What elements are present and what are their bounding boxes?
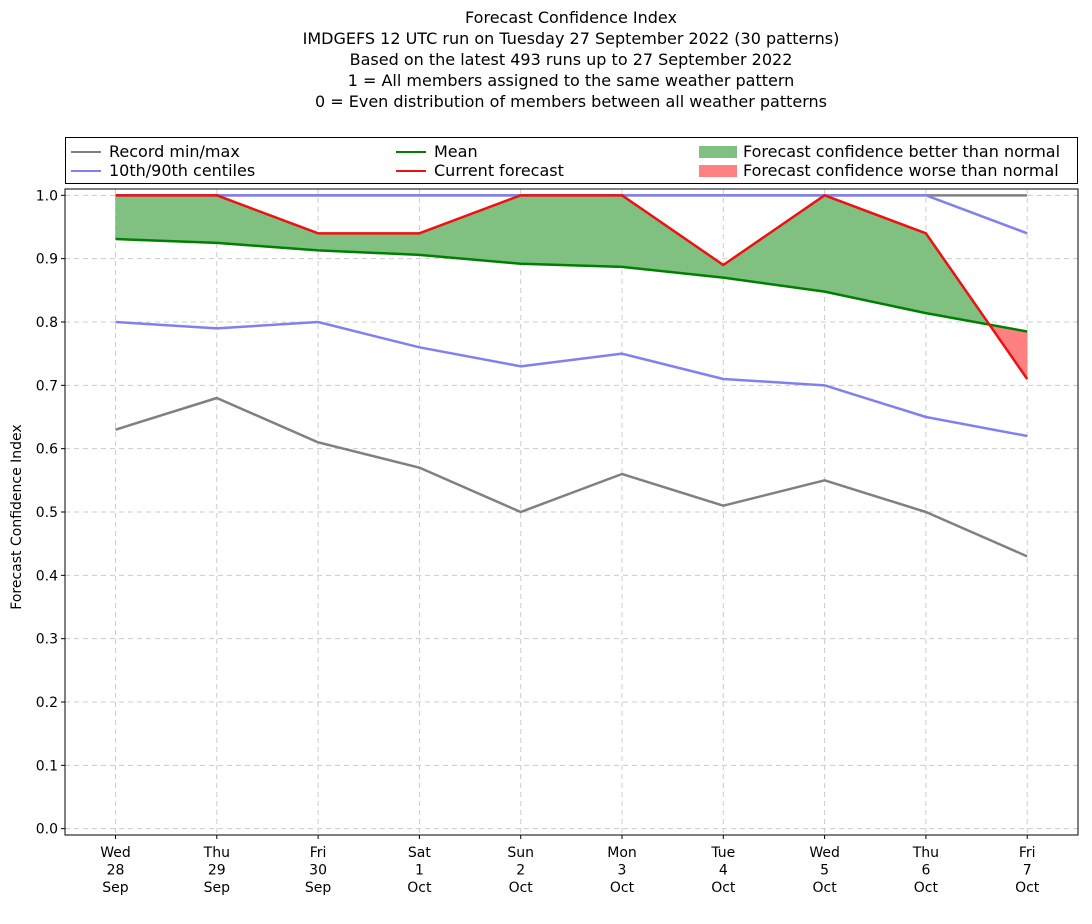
legend-label-centiles: 10th/90th centiles	[109, 161, 256, 180]
x-tick-label-4-0: Sun	[507, 845, 534, 861]
fill-better-5	[621, 194, 724, 278]
fill-better-3	[419, 194, 521, 265]
x-tick-label-2-1: 30	[309, 863, 327, 879]
x-tick-label-9-1: 7	[1023, 863, 1032, 879]
title-line-1: Forecast Confidence Index	[465, 8, 677, 27]
fill-better-1	[216, 194, 319, 251]
y-axis-title: Forecast Confidence Index	[9, 424, 25, 609]
x-tick-label-0-2: Sep	[102, 880, 129, 896]
x-tick-label-4-1: 2	[516, 863, 525, 879]
y-tick-label-4: 0.4	[36, 568, 58, 584]
x-tick-label-3-0: Sat	[408, 845, 431, 861]
x-tick-label-3-2: Oct	[407, 880, 432, 896]
x-tick-label-7-2: Oct	[812, 880, 837, 896]
x-tick-label-6-1: 4	[719, 863, 728, 879]
fill-better-4	[520, 195, 623, 268]
series-10th-centile	[115, 320, 1028, 438]
x-tick-label-2-2: Sep	[305, 880, 332, 896]
x-tick-label-4-2: Oct	[509, 880, 534, 896]
series-record-min	[115, 396, 1028, 558]
x-tick-label-6-2: Oct	[711, 880, 736, 896]
title-line-4: 1 = All members assigned to the same wea…	[347, 71, 795, 90]
legend-label-worse: Forecast confidence worse than normal	[743, 161, 1059, 180]
x-tick-label-8-2: Oct	[914, 880, 939, 896]
axes: 0.00.10.20.30.40.50.60.70.80.91.0Wed28Se…	[36, 188, 1079, 896]
legend-swatch-better	[699, 146, 737, 158]
x-tick-label-8-1: 6	[921, 863, 930, 879]
series-current-forecast	[115, 194, 1029, 380]
x-tick-label-5-0: Mon	[607, 845, 637, 861]
legend-label-record: Record min/max	[109, 142, 240, 161]
x-tick-label-9-0: Fri	[1019, 845, 1036, 861]
y-tick-label-7: 0.7	[36, 378, 58, 394]
x-tick-label-9-2: Oct	[1015, 880, 1040, 896]
chart-title: Forecast Confidence Index IMDGEFS 12 UTC…	[0, 7, 1092, 112]
legend-swatch-worse	[699, 165, 737, 177]
y-tick-label-0: 0.0	[36, 822, 58, 838]
x-tick-label-1-0: Thu	[203, 845, 230, 861]
y-tick-label-5: 0.5	[36, 505, 58, 521]
legend: Record min/max 10th/90th centiles Mean C…	[65, 137, 1078, 184]
y-tick-label-10: 1.0	[36, 188, 58, 204]
fill-better-0	[115, 195, 218, 244]
x-tick-label-2-0: Fri	[310, 845, 327, 861]
title-line-2: IMDGEFS 12 UTC run on Tuesday 27 Septemb…	[302, 29, 840, 48]
y-tick-label-2: 0.2	[36, 695, 58, 711]
y-tick-label-1: 0.1	[36, 758, 58, 774]
y-tick-label-8: 0.8	[36, 315, 58, 331]
x-tick-label-1-1: 29	[208, 863, 226, 879]
x-tick-label-6-0: Tue	[710, 845, 735, 861]
legend-swatch-mean	[396, 151, 426, 153]
x-tick-label-3-1: 1	[415, 863, 424, 879]
legend-swatch-current	[396, 170, 426, 172]
legend-label-better: Forecast confidence better than normal	[743, 142, 1061, 161]
title-line-5: 0 = Even distribution of members between…	[314, 92, 828, 111]
legend-label-mean: Mean	[434, 142, 478, 161]
legend-swatch-centiles	[71, 170, 101, 172]
x-tick-label-0-1: 28	[107, 863, 125, 879]
x-tick-label-7-1: 5	[820, 863, 829, 879]
y-tick-label-6: 0.6	[36, 442, 58, 458]
x-tick-label-7-0: Wed	[809, 845, 840, 861]
x-tick-label-5-1: 3	[618, 863, 627, 879]
x-tick-label-0-0: Wed	[100, 845, 131, 861]
y-tick-label-9: 0.9	[36, 252, 58, 268]
series-lines	[115, 194, 1029, 558]
title-line-3: Based on the latest 493 runs up to 27 Se…	[349, 50, 793, 69]
legend-label-current: Current forecast	[434, 161, 564, 180]
series-mean	[115, 237, 1028, 333]
fill-better-6	[723, 194, 825, 292]
y-tick-label-3: 0.3	[36, 632, 58, 648]
x-tick-label-5-2: Oct	[610, 880, 635, 896]
x-tick-label-1-2: Sep	[204, 880, 231, 896]
x-tick-label-8-0: Thu	[912, 845, 939, 861]
legend-swatch-record	[71, 151, 101, 153]
confidence-fill	[115, 194, 1028, 380]
